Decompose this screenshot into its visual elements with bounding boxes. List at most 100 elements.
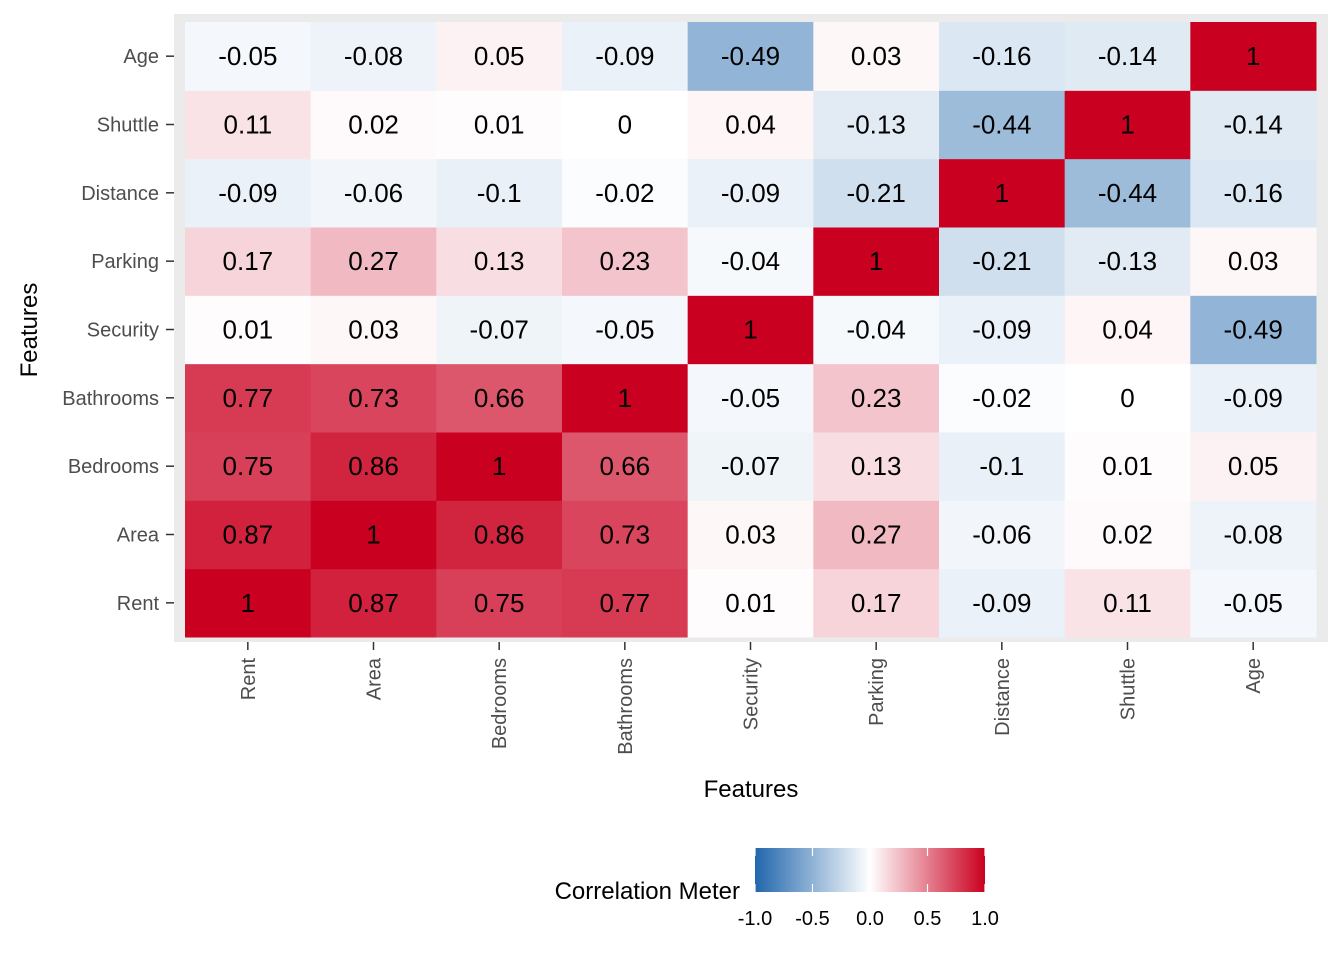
cell-value-label: 0.27	[348, 246, 399, 276]
heatmap-cell-area-shuttle	[1064, 500, 1191, 570]
heatmap-cell-security-bedrooms	[436, 295, 563, 365]
cell-value-label: 0.86	[348, 451, 399, 481]
heatmap-cell-parking-security	[687, 227, 814, 296]
heatmap-cell-age-bedrooms	[436, 22, 563, 91]
x-tick-label-shuttle: Shuttle	[1118, 658, 1140, 720]
x-tick-label-distance: Distance	[992, 658, 1014, 736]
cell-value-label: 1	[1246, 41, 1260, 71]
heatmap-cell-rent-security	[687, 568, 814, 638]
heatmap-cell-security-distance	[939, 295, 1066, 365]
heatmap-cell-rent-shuttle	[1064, 568, 1191, 638]
cell-value-label: -0.09	[972, 315, 1031, 345]
heatmap-cell-distance-parking	[813, 158, 940, 228]
y-tick-label-bedrooms: Bedrooms	[68, 456, 159, 478]
heatmap-cell-shuttle-bathrooms	[562, 90, 689, 160]
heatmap-cell-bedrooms-parking	[813, 432, 940, 501]
cell-value-label: -0.06	[344, 178, 403, 208]
heatmap-cell-distance-shuttle	[1064, 158, 1191, 228]
heatmap-cell-bedrooms-age	[1190, 432, 1317, 501]
heatmap-cell-parking-bedrooms	[436, 227, 563, 296]
cell-value-label: 0	[1120, 383, 1134, 413]
heatmap-cell-area-age	[1190, 500, 1317, 570]
cell-value-label: 0.77	[600, 588, 651, 618]
heatmap-cell-area-rent	[185, 500, 312, 570]
y-tick-label-shuttle: Shuttle	[97, 115, 159, 137]
heatmap-cell-security-security	[687, 295, 814, 365]
cell-value-label: 0.23	[600, 246, 651, 276]
cell-value-label: 0.01	[474, 110, 525, 140]
heatmap-cell-parking-age	[1190, 227, 1317, 296]
cell-value-label: 0	[618, 110, 632, 140]
heatmap-cell-rent-distance	[939, 568, 1066, 638]
cell-value-label: -0.16	[1224, 178, 1283, 208]
cell-value-label: 1	[366, 520, 380, 550]
heatmap-cell-age-bathrooms	[562, 22, 689, 91]
heatmap-cell-rent-bathrooms	[562, 568, 689, 638]
cell-value-label: -0.04	[721, 246, 780, 276]
cell-value-label: 1	[492, 451, 506, 481]
cell-value-label: -0.08	[1224, 520, 1283, 550]
cell-value-label: -0.21	[972, 246, 1031, 276]
heatmap-cell-security-age	[1190, 295, 1317, 365]
cell-value-label: 1	[1120, 110, 1134, 140]
cell-value-label: 0.13	[474, 246, 525, 276]
heatmap-cell-security-area	[310, 295, 437, 365]
heatmap-cell-security-bathrooms	[562, 295, 689, 365]
cell-value-label: 0.27	[851, 520, 902, 550]
cell-value-label: 0.77	[223, 383, 274, 413]
heatmap-cell-bedrooms-distance	[939, 432, 1066, 501]
cell-value-label: -0.49	[1224, 315, 1283, 345]
cell-value-label: 0.13	[851, 451, 902, 481]
heatmap-cell-bathrooms-bathrooms	[562, 363, 689, 433]
y-tick-label-age: Age	[123, 46, 159, 68]
cell-value-label: 0.75	[223, 451, 274, 481]
cell-value-label: 0.02	[1102, 520, 1153, 550]
heatmap-cell-shuttle-distance	[939, 90, 1066, 160]
cell-value-label: 0.17	[223, 246, 274, 276]
heatmap-cell-shuttle-age	[1190, 90, 1317, 160]
cell-value-label: 0.11	[1103, 588, 1152, 618]
cell-value-label: -0.14	[1224, 110, 1283, 140]
heatmap-cell-area-bathrooms	[562, 500, 689, 570]
heatmap-cell-distance-age	[1190, 158, 1317, 228]
heatmap-cell-age-parking	[813, 22, 940, 91]
heatmap-cell-bathrooms-age	[1190, 363, 1317, 433]
heatmap-cell-security-rent	[185, 295, 312, 365]
heatmap-cell-security-shuttle	[1064, 295, 1191, 365]
heatmap-cell-age-age	[1190, 22, 1317, 91]
heatmap-cell-bedrooms-rent	[185, 432, 312, 501]
cell-value-label: -0.09	[721, 178, 780, 208]
cell-value-label: 0.05	[474, 41, 525, 71]
cell-value-label: -0.05	[1224, 588, 1283, 618]
heatmap-cell-distance-bedrooms	[436, 158, 563, 228]
cell-value-label: 0.73	[348, 383, 399, 413]
heatmap-cell-parking-rent	[185, 227, 312, 296]
cell-value-label: -0.13	[847, 110, 906, 140]
y-axis-title: Features	[16, 283, 43, 378]
cell-value-label: 0.04	[725, 110, 776, 140]
x-tick-label-bathrooms: Bathrooms	[615, 658, 637, 755]
cell-value-label: -0.07	[470, 315, 529, 345]
cell-value-label: 0.73	[600, 520, 651, 550]
cell-value-label: -0.21	[847, 178, 906, 208]
y-tick-label-security: Security	[87, 320, 159, 342]
heatmap-cell-distance-bathrooms	[562, 158, 689, 228]
heatmap-cell-area-parking	[813, 500, 940, 570]
cell-value-label: -0.05	[595, 315, 654, 345]
cell-value-label: -0.09	[595, 41, 654, 71]
cell-value-label: -0.1	[477, 178, 522, 208]
legend-tick-label: -1.0	[738, 908, 772, 930]
heatmap-cell-area-security	[687, 500, 814, 570]
cell-value-label: 0.66	[600, 451, 651, 481]
y-axis: Rent Area Bedrooms Bathrooms Security Parking…	[62, 46, 174, 615]
heatmap-cell-bedrooms-security	[687, 432, 814, 501]
cell-value-label: 0.01	[223, 315, 274, 345]
cell-value-label: -0.14	[1098, 41, 1157, 71]
heatmap-cell-area-area	[310, 500, 437, 570]
x-tick-label-security: Security	[741, 658, 763, 730]
heatmap-cell-bedrooms-shuttle	[1064, 432, 1191, 501]
cell-value-label: -0.02	[595, 178, 654, 208]
heatmap-cell-bedrooms-bedrooms	[436, 432, 563, 501]
cell-value-label: 0.87	[223, 520, 274, 550]
heatmap-cell-bathrooms-bedrooms	[436, 363, 563, 433]
